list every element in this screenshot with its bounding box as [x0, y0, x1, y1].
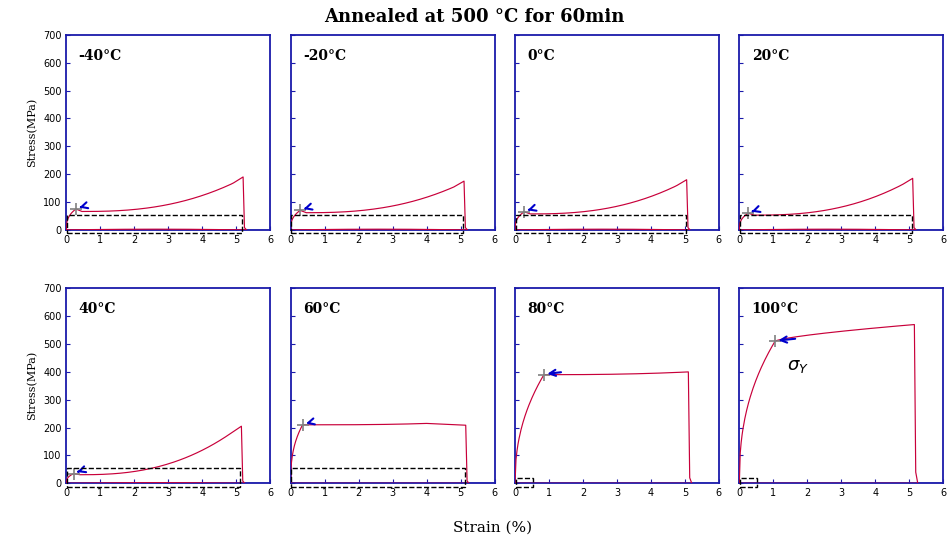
Text: 40°C: 40°C	[79, 302, 116, 316]
Text: -20°C: -20°C	[303, 48, 346, 62]
Bar	[516, 478, 533, 487]
Y-axis label: Stress(MPa): Stress(MPa)	[27, 98, 37, 167]
Bar	[67, 468, 241, 487]
Text: Annealed at 500 °C for 60min: Annealed at 500 °C for 60min	[324, 8, 624, 26]
Text: 20°C: 20°C	[752, 48, 789, 62]
Bar	[740, 478, 757, 487]
Text: Strain (%): Strain (%)	[453, 520, 533, 534]
Bar	[67, 215, 242, 233]
Text: 0°C: 0°C	[527, 48, 555, 62]
Text: -40°C: -40°C	[79, 48, 122, 62]
Y-axis label: Stress(MPa): Stress(MPa)	[27, 351, 37, 420]
Bar	[291, 215, 463, 233]
Text: $\sigma_Y$: $\sigma_Y$	[787, 357, 809, 375]
Text: 80°C: 80°C	[527, 302, 565, 316]
Text: 100°C: 100°C	[752, 302, 799, 316]
Text: 60°C: 60°C	[303, 302, 340, 316]
Bar	[740, 215, 912, 233]
Bar	[516, 215, 685, 233]
Bar	[291, 468, 465, 487]
